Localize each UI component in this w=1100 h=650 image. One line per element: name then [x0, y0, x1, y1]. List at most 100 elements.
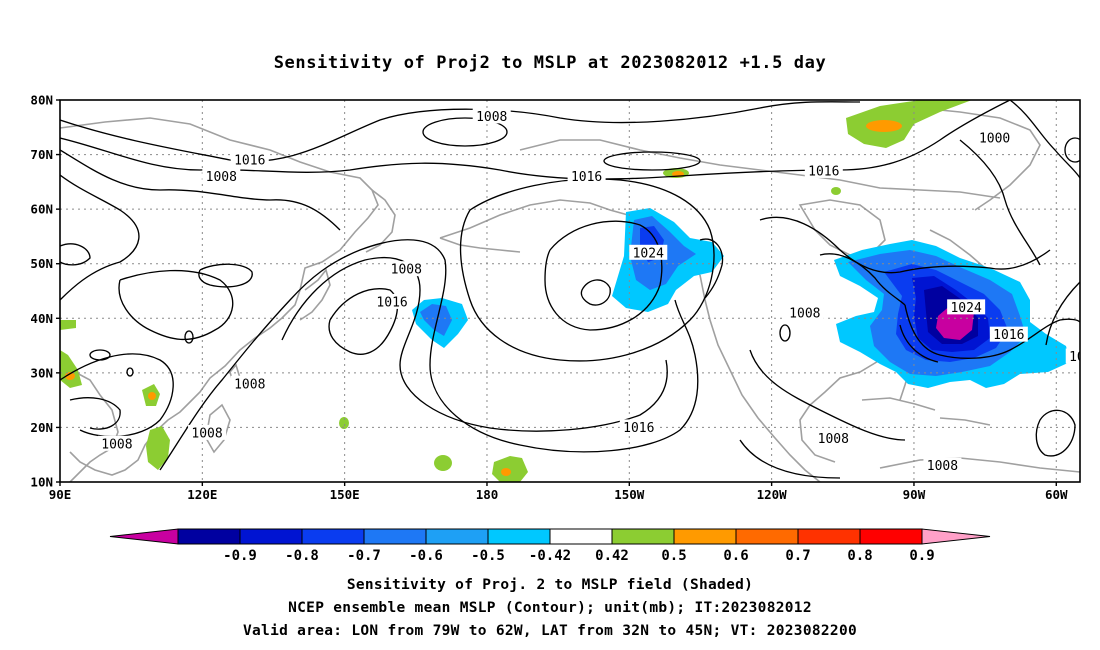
contour-label-bg	[230, 375, 269, 391]
coastline-japan	[299, 268, 331, 321]
contour-label: 1016	[1069, 350, 1100, 365]
contour-label: 1000	[979, 132, 1010, 147]
colorbar-label: 0.6	[723, 548, 748, 564]
lat-tick-label: 70N	[30, 147, 53, 162]
lon-tick-label: 120E	[187, 487, 217, 502]
shading-pos-arctic-core	[866, 120, 902, 132]
colorbar-label: 0.8	[847, 548, 872, 564]
contour-label: 1008	[927, 459, 958, 474]
contour-label-bg	[472, 108, 511, 124]
contour-north-3	[60, 149, 341, 231]
footer-line-2: NCEP ensemble mean MSLP (Contour); unit(…	[288, 600, 812, 616]
shading-pos-pac-2-core	[501, 468, 511, 476]
colorbar-segment	[487, 528, 551, 545]
contour-label-bg	[1089, 272, 1100, 287]
contour-wpac-2	[281, 256, 668, 432]
colorbar-segment	[301, 528, 365, 545]
colorbar-low-end	[109, 528, 179, 545]
contour-label: 1008	[206, 170, 237, 185]
contour-natl-inner	[899, 324, 939, 363]
shading-pos-arctic	[846, 100, 972, 148]
lon-tick-label: 120W	[757, 487, 788, 502]
colorbar-segment	[425, 528, 489, 545]
colorbar-segment	[673, 528, 737, 545]
contour-label: 1016	[623, 421, 654, 436]
lon-tick-label: 180	[476, 487, 499, 502]
contour-label: 1016	[993, 328, 1024, 343]
lat-tick-label: 20N	[30, 420, 53, 435]
shading-pos-indochina	[60, 350, 82, 388]
coastline-kamchatka	[365, 189, 396, 253]
contour-label: 1016	[808, 164, 839, 179]
contour-label-bg	[387, 261, 426, 277]
contour-label: 1016	[234, 154, 265, 169]
contour-label-bg	[230, 152, 269, 168]
contour-label: 1008	[391, 263, 422, 278]
contour-eq-small-3	[126, 367, 134, 377]
contour-na-south	[749, 349, 906, 441]
contour-asia-4	[198, 263, 253, 288]
lat-tick-label: 80N	[30, 93, 53, 108]
contour-na-small-1	[779, 324, 791, 342]
contour-label-bg	[97, 435, 136, 451]
contour-asia-2	[60, 243, 91, 266]
coastline-asia-east	[60, 117, 379, 476]
contour-label: 1008	[191, 426, 222, 441]
lat-tick-label: 10N	[30, 475, 53, 490]
contour-label-bg	[947, 299, 986, 315]
coastline-caribbean	[939, 417, 991, 426]
mslp-contours	[60, 100, 1080, 479]
colorbar-label: -0.6	[409, 548, 443, 564]
lon-tick-label: 60W	[1045, 487, 1068, 502]
contour-label-bg	[202, 168, 241, 184]
shading-pos-pac-2	[492, 456, 528, 482]
lon-tick-label: 150W	[614, 487, 645, 502]
shading-pos-scs-2-core	[148, 392, 156, 400]
shading-pos-indochina-core	[65, 372, 75, 380]
colorbar-segment	[549, 528, 613, 545]
shading-neg-wpac-inner	[420, 304, 452, 336]
contour-eq-small-2	[184, 330, 194, 344]
contour-label: 1008	[476, 110, 507, 125]
contour-label: 1008	[234, 377, 265, 392]
contour-label-bg	[785, 304, 824, 320]
colorbar-label: 0.7	[785, 548, 810, 564]
shading-pos-canada	[831, 187, 841, 195]
colorbar: -0.9 -0.8 -0.7 -0.6 -0.5 -0.42 0.42 0.5 0.6 0.7 0.…	[109, 528, 991, 564]
contour-label-bg	[373, 293, 412, 309]
contour-high-inner	[580, 279, 611, 306]
colorbar-label: 0.42	[595, 548, 629, 564]
map-frame	[59, 99, 1081, 483]
contour-eq-small	[89, 349, 111, 361]
colorbar-segment	[797, 528, 861, 545]
lat-tick-label: 40N	[30, 311, 53, 326]
footer-line-3: Valid area: LON from 79W to 62W, LAT fro…	[243, 623, 857, 639]
colorbar-label: -0.5	[471, 548, 505, 564]
contour-nw-atl	[959, 139, 1041, 266]
contour-na-1024	[819, 253, 906, 306]
contour-label-bg	[814, 430, 853, 446]
contour-label-bg	[619, 419, 658, 435]
contour-na-south-2	[739, 439, 841, 479]
contour-label: 1008	[1093, 274, 1100, 289]
contour-na-1016	[759, 216, 1051, 274]
contour-greenland-low	[1064, 137, 1080, 163]
coastline-aleutians	[439, 237, 521, 253]
colorbar-segment	[363, 528, 427, 545]
contour-label: 1024	[633, 246, 664, 261]
contour-se	[1035, 409, 1076, 457]
colorbar-segment	[859, 528, 923, 545]
contour-eq-2	[69, 397, 121, 430]
contour-high-1024	[544, 220, 663, 331]
lon-tick-label: 90E	[49, 487, 72, 502]
colorbar-label: 0.5	[661, 548, 686, 564]
contour-label-bg	[989, 326, 1028, 342]
contour-label: 1008	[101, 437, 132, 452]
contour-label-bg	[629, 244, 668, 260]
footer-line-1: Sensitivity of Proj. 2 to MSLP field (Sh…	[347, 577, 753, 593]
shading-pos-bay-bengal	[60, 320, 76, 330]
contour-greenland	[1009, 100, 1080, 179]
